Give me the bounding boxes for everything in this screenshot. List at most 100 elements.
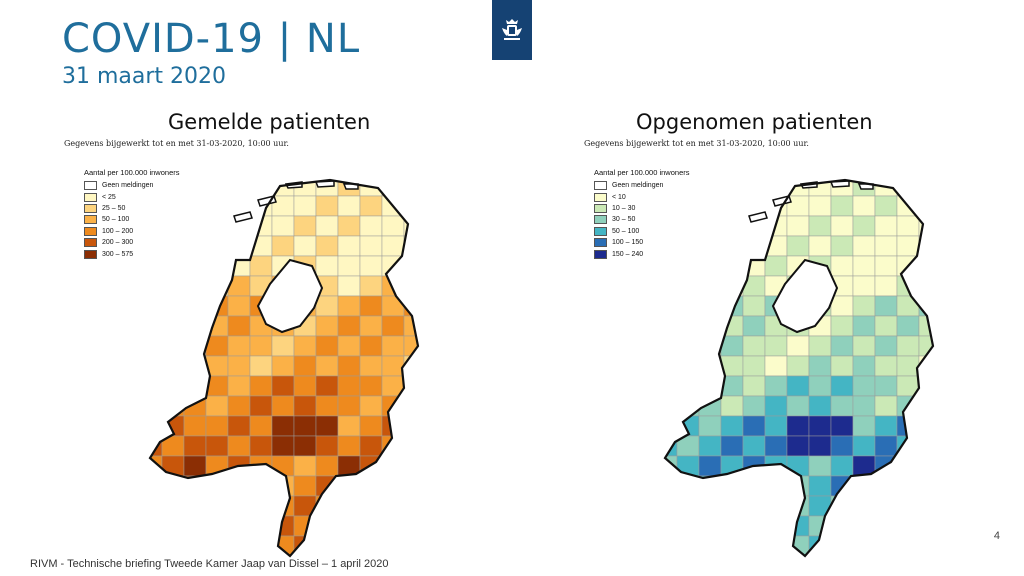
municipality-region bbox=[381, 495, 405, 517]
municipality-region bbox=[337, 195, 361, 217]
municipality-region bbox=[852, 195, 876, 217]
municipality-region bbox=[852, 255, 876, 277]
municipality-region bbox=[403, 335, 418, 357]
municipality-region bbox=[315, 455, 339, 477]
municipality-region bbox=[403, 295, 418, 317]
municipality-region bbox=[852, 415, 876, 437]
municipality-region bbox=[315, 315, 339, 337]
municipality-region bbox=[249, 415, 273, 437]
municipality-region bbox=[676, 495, 700, 517]
legend-label: 200 – 300 bbox=[102, 239, 134, 247]
municipality-region bbox=[426, 376, 440, 396]
municipality-region bbox=[426, 216, 440, 236]
municipality-region bbox=[896, 180, 920, 197]
municipality-region bbox=[896, 495, 920, 517]
municipality-region bbox=[183, 435, 207, 457]
municipality-region bbox=[764, 535, 788, 556]
country-outline bbox=[663, 178, 935, 558]
municipality-region bbox=[249, 395, 273, 417]
municipality-region bbox=[359, 275, 383, 297]
municipality-region bbox=[830, 375, 854, 397]
municipality-region bbox=[720, 315, 744, 337]
municipality-region bbox=[896, 275, 920, 297]
ijsselmeer-lake bbox=[256, 258, 324, 334]
municipality-region bbox=[161, 275, 185, 297]
municipality-region bbox=[227, 435, 251, 457]
municipality-region bbox=[271, 415, 295, 437]
municipality-region bbox=[742, 435, 766, 457]
municipality-region bbox=[720, 535, 744, 556]
municipality-region bbox=[227, 415, 251, 437]
municipality-region bbox=[852, 315, 876, 337]
municipality-region bbox=[852, 535, 876, 556]
municipality-region bbox=[183, 455, 207, 477]
municipality-region bbox=[150, 535, 163, 556]
municipality-region bbox=[742, 515, 766, 537]
municipality-region bbox=[665, 395, 678, 417]
municipality-region bbox=[381, 295, 405, 317]
municipality-region bbox=[874, 475, 898, 497]
municipality-region bbox=[359, 495, 383, 517]
legend-label: 50 – 100 bbox=[612, 227, 640, 235]
municipality-region bbox=[874, 375, 898, 397]
municipality-region bbox=[665, 415, 678, 437]
municipality-region bbox=[293, 235, 317, 257]
municipality-region bbox=[918, 495, 933, 517]
legend-swatch bbox=[84, 192, 97, 202]
municipality-region bbox=[426, 236, 440, 256]
municipality-region bbox=[359, 475, 383, 497]
municipality-region bbox=[227, 515, 251, 537]
municipality-region bbox=[918, 555, 933, 556]
municipality-region bbox=[698, 315, 722, 337]
municipality-region bbox=[830, 535, 854, 556]
municipality-region bbox=[808, 415, 832, 437]
municipality-region bbox=[665, 180, 678, 197]
municipality-region bbox=[941, 536, 955, 556]
municipality-region bbox=[227, 495, 251, 517]
municipality-region bbox=[227, 335, 251, 357]
municipality-region bbox=[720, 475, 744, 497]
municipality-region bbox=[830, 455, 854, 477]
municipality-region bbox=[720, 180, 744, 197]
municipality-region bbox=[896, 415, 920, 437]
municipality-region bbox=[676, 215, 700, 237]
municipality-region bbox=[426, 276, 440, 296]
municipality-region bbox=[161, 375, 185, 397]
legend-item: 50 – 100 bbox=[84, 214, 179, 225]
municipality-region bbox=[786, 395, 810, 417]
municipality-region bbox=[183, 415, 207, 437]
municipality-region bbox=[720, 195, 744, 217]
municipality-region bbox=[315, 335, 339, 357]
municipality-region bbox=[676, 235, 700, 257]
municipality-region bbox=[830, 395, 854, 417]
municipality-region bbox=[315, 535, 339, 556]
municipality-region bbox=[874, 255, 898, 277]
municipality-region bbox=[808, 195, 832, 217]
municipality-region bbox=[665, 375, 678, 397]
right-choropleth-map bbox=[663, 178, 955, 558]
legend-swatch bbox=[84, 203, 97, 213]
municipality-region bbox=[698, 555, 722, 556]
municipality-region bbox=[293, 415, 317, 437]
legend-title: Aantal per 100.000 inwoners bbox=[594, 168, 690, 177]
municipality-region bbox=[183, 255, 207, 277]
municipality-region bbox=[337, 475, 361, 497]
municipality-region bbox=[941, 276, 955, 296]
municipality-region bbox=[249, 375, 273, 397]
municipality-region bbox=[830, 255, 854, 277]
municipality-region bbox=[403, 395, 418, 417]
municipality-region bbox=[403, 235, 418, 257]
legend-swatch bbox=[84, 181, 97, 191]
municipality-region bbox=[150, 375, 163, 397]
legend-item: 300 – 575 bbox=[84, 248, 179, 259]
municipality-region bbox=[249, 435, 273, 457]
municipality-region bbox=[227, 535, 251, 556]
municipality-region bbox=[896, 215, 920, 237]
municipality-region bbox=[315, 375, 339, 397]
municipality-region bbox=[403, 455, 418, 477]
municipality-region bbox=[764, 375, 788, 397]
municipality-region bbox=[665, 235, 678, 257]
municipality-region bbox=[359, 375, 383, 397]
municipality-region bbox=[665, 255, 678, 277]
municipality-region bbox=[315, 395, 339, 417]
